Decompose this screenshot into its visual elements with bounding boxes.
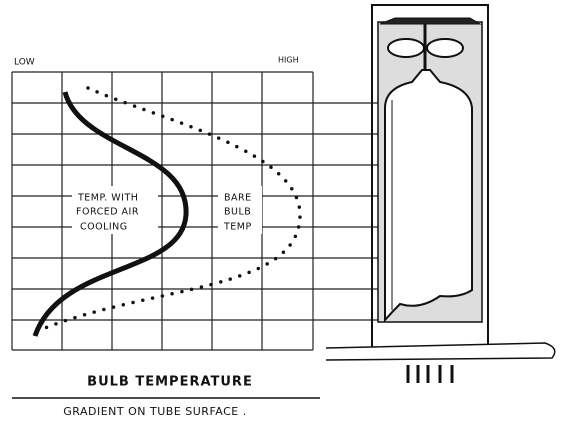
label-line: BARE bbox=[224, 193, 252, 204]
diagram: TEMP. WITH FORCED AIR COOLING BARE BULB … bbox=[0, 0, 567, 425]
grid bbox=[12, 72, 385, 350]
label-line: TEMP bbox=[223, 222, 252, 233]
tube bbox=[326, 5, 555, 383]
axis-low: LOW bbox=[14, 58, 35, 68]
axis-high: HIGH bbox=[278, 56, 299, 65]
label-line: COOLING bbox=[80, 222, 128, 233]
caption-subtitle: GRADIENT ON TUBE SURFACE . bbox=[63, 405, 246, 418]
label-line: FORCED AIR bbox=[76, 207, 139, 218]
caption-title: BULB TEMPERATURE bbox=[87, 375, 253, 390]
label-line: BULB bbox=[224, 207, 251, 218]
label-line: TEMP. WITH bbox=[77, 193, 138, 204]
